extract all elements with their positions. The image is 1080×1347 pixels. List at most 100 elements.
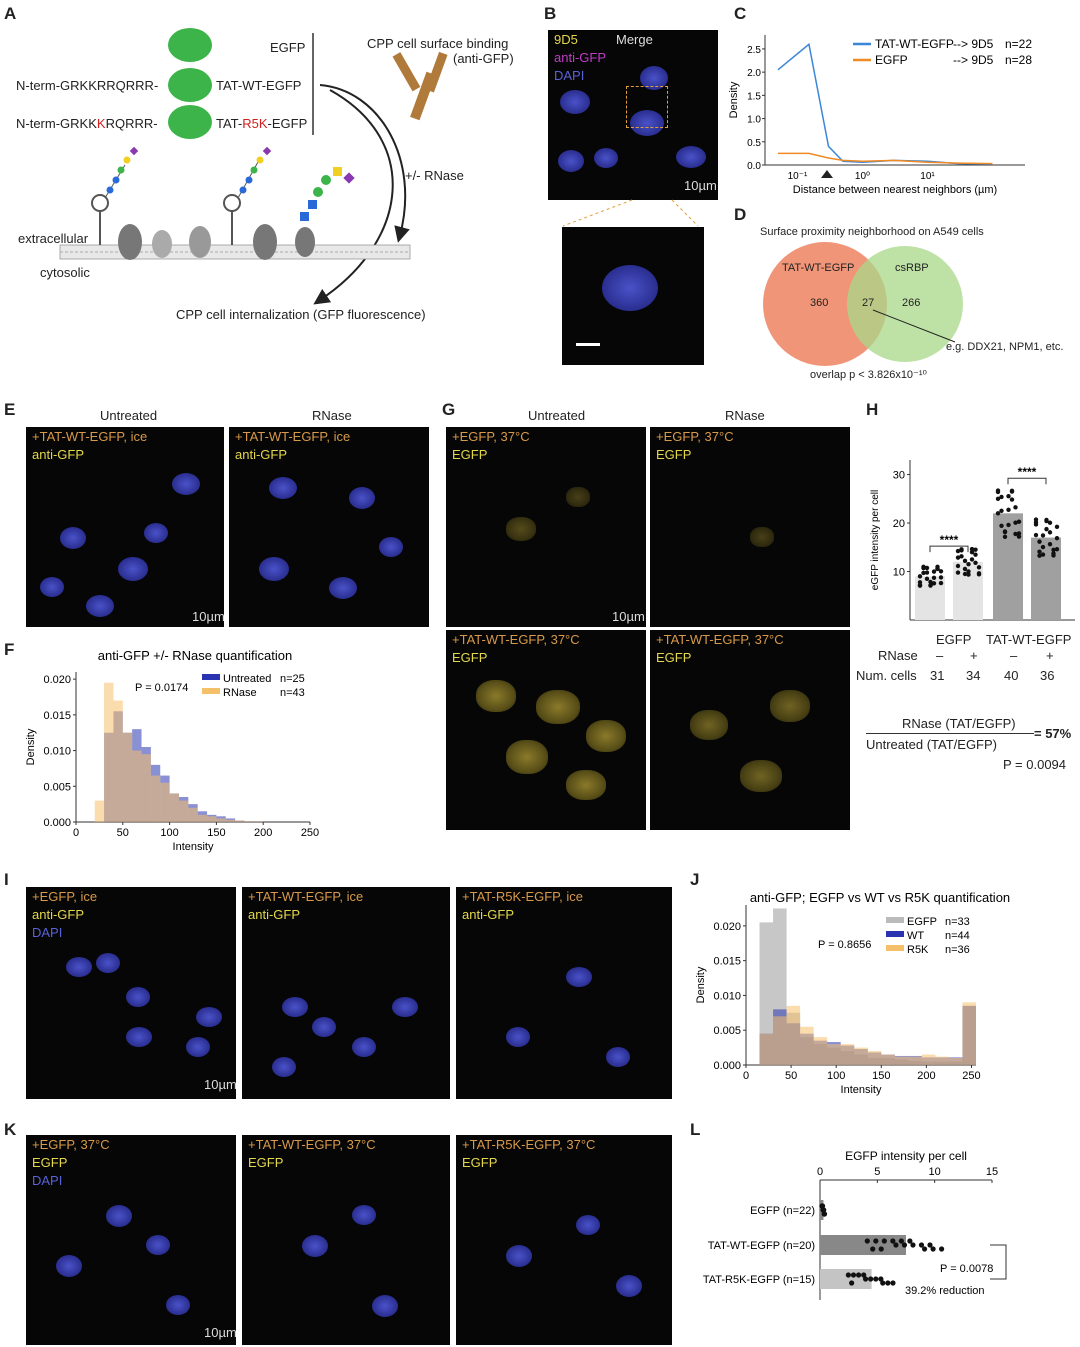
e-col-untreated: Untreated [100, 408, 158, 423]
data-point [999, 508, 1004, 514]
data-point [1006, 522, 1011, 528]
data-point [1033, 520, 1039, 525]
panel-label-g: G [442, 400, 456, 419]
legend-n: n=22 [1005, 37, 1032, 51]
data-point [850, 1272, 857, 1278]
data-point [1002, 529, 1008, 535]
glycan-icon-3 [300, 167, 355, 221]
x-tick-label: 10 [929, 1166, 941, 1178]
category-label: TAT-WT-EGFP (n=20) [708, 1240, 815, 1252]
x-tick-label: 250 [962, 1070, 980, 1082]
data-point [973, 552, 978, 557]
data-point [939, 1246, 945, 1252]
y-tick-label: 1.5 [747, 91, 761, 102]
bar [1031, 537, 1061, 620]
x-tick-label: 150 [872, 1070, 890, 1082]
hist-bar [94, 800, 105, 822]
h-ratio-value: = 57% [1034, 726, 1072, 741]
h-pval: P = 0.0094 [1003, 757, 1067, 772]
legend-n: n=25 [280, 673, 305, 685]
legend-swatch [202, 674, 220, 680]
data-point [1006, 494, 1011, 499]
data-point [1044, 526, 1049, 532]
p-value: P = 0.0078 [940, 1263, 993, 1275]
x-tick-label: 100 [827, 1070, 845, 1082]
x-tick-label: 10¹ [920, 171, 935, 182]
x-tick-label: 0 [817, 1166, 823, 1178]
x-tick-label: 250 [301, 827, 319, 839]
data-point [962, 571, 968, 577]
hist-bar [759, 1033, 774, 1065]
y-tick-label: 30 [893, 470, 905, 482]
x-tick-label: 200 [254, 827, 272, 839]
data-point [821, 1211, 828, 1217]
data-point [931, 569, 937, 574]
data-point [864, 1238, 870, 1244]
data-point [1016, 531, 1022, 536]
legend-label: WT [907, 930, 924, 942]
hist-bar [253, 821, 264, 822]
y-tick-label: 2.0 [747, 68, 761, 79]
panel-label-f: F [4, 640, 15, 659]
egfp-blob-2 [168, 68, 212, 102]
legend-label: R5K [907, 944, 929, 956]
y-axis-label: Density [25, 728, 37, 765]
hist-bar [908, 1056, 922, 1065]
panel-label-b: B [544, 4, 557, 23]
g-col-untreated: Untreated [528, 408, 586, 423]
sig-bracket [990, 1244, 1007, 1280]
y-tick-label: 0.020 [713, 921, 741, 933]
y-tick-label: 1.0 [747, 115, 761, 126]
ch-9d5-label: 9D5 [554, 32, 578, 47]
data-point [1009, 497, 1015, 502]
data-point [962, 566, 968, 572]
hist-bar [207, 816, 217, 822]
y-tick-label: 0.010 [713, 990, 741, 1002]
g-tat-rnase-image: +TAT-WT-EGFP, 37°C EGFP [650, 630, 850, 830]
h-ratio-denominator: Untreated (TAT/EGFP) [866, 737, 997, 752]
x-tick-label: 5 [874, 1166, 880, 1178]
legend-swatch [886, 945, 904, 951]
data-point [1016, 534, 1022, 539]
hist-bar [773, 1016, 787, 1065]
data-point [927, 1242, 933, 1248]
sig-bracket [1007, 477, 1047, 485]
hist-bar [962, 1002, 976, 1065]
y-tick-label: 0.020 [43, 674, 71, 686]
data-point [969, 557, 975, 562]
hist-bar [921, 1054, 936, 1065]
y-tick-label: 10 [893, 567, 905, 579]
x-tick-label: 100 [160, 827, 178, 839]
g-egfp-rnase-image: +EGFP, 37°C EGFP [650, 427, 850, 627]
venn-diagram [763, 242, 963, 366]
y-tick-label: 0.5 [747, 138, 761, 149]
extracellular-label: extracellular [18, 231, 89, 246]
panel-b-merge-image: 9D5 anti-GFP DAPI Merge 10µm [548, 30, 718, 200]
tat-r5k-label: TAT-R5K-EGFP [216, 116, 308, 131]
data-point [1047, 542, 1053, 547]
data-point [1016, 519, 1022, 524]
scale-bar-label: 10µm [684, 178, 717, 193]
data-point [868, 1276, 874, 1282]
venn-right-label: csRBP [895, 262, 929, 274]
hist-bar [813, 1037, 828, 1065]
h-group-tat: TAT-WT-EGFP [986, 632, 1072, 647]
data-point [890, 1238, 896, 1244]
data-point [855, 1272, 862, 1278]
data-point [924, 570, 930, 575]
e-col-rnase: RNase [312, 408, 352, 423]
e-untreated-image: +TAT-WT-EGFP, ice anti-GFP 10µm [26, 427, 224, 627]
panel-label-d: D [734, 205, 747, 224]
hist-bar [113, 700, 123, 822]
data-point [931, 575, 937, 580]
seq-wt: N-term-GRKKRRQRRR- [16, 78, 159, 93]
data-point [955, 555, 961, 560]
e-rnase-image: +TAT-WT-EGFP, ice anti-GFP [229, 427, 429, 627]
surface-binding-label: CPP cell surface binding [367, 36, 509, 51]
legend-label: TAT-WT-EGFP [875, 37, 954, 51]
legend-label: Untreated [223, 673, 271, 685]
chart-title: anti-GFP; EGFP vs WT vs R5K quantificati… [750, 890, 1010, 905]
rnase-label: +/- RNase [405, 168, 464, 183]
seq-r5k: N-term-GRKKKRQRRR- [16, 116, 158, 131]
data-point [1051, 547, 1056, 553]
